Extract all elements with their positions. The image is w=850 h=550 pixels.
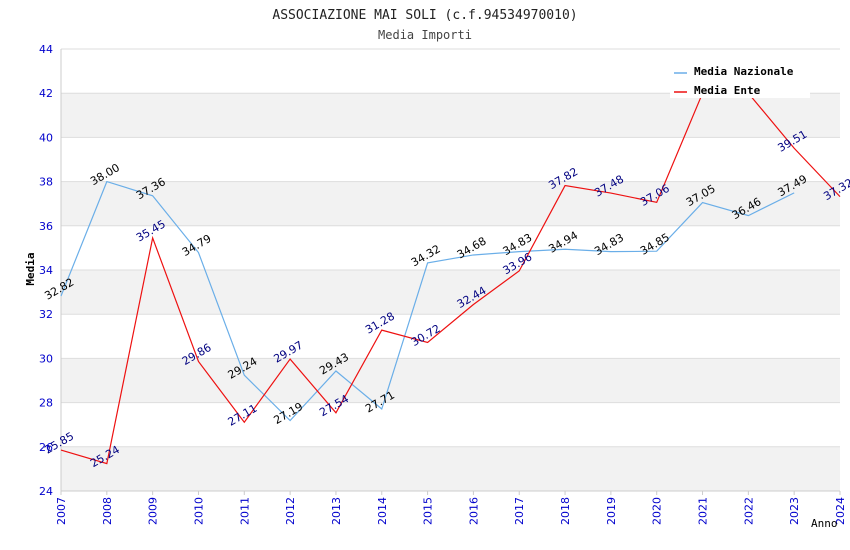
series-line-0 (60, 180, 795, 422)
plot-band (61, 93, 840, 138)
x-tick-label: 2018 (559, 497, 572, 525)
legend-box (670, 60, 810, 98)
legend: Media Nazionale Media Ente (670, 60, 810, 98)
plot-band (61, 358, 840, 403)
plot-band (61, 446, 840, 491)
chart-subtitle: Media Importi (378, 28, 472, 42)
axes (60, 49, 841, 495)
y-tick-label: 34 (39, 264, 53, 277)
x-tick-label: 2021 (697, 497, 710, 525)
x-tick-label: 2023 (788, 497, 801, 525)
x-tick-label: 2022 (742, 497, 755, 525)
x-tick-label: 2016 (467, 497, 480, 525)
x-axis-label: Anno (811, 517, 838, 530)
y-tick-label: 36 (39, 220, 53, 233)
x-tick-label: 2007 (55, 497, 68, 525)
y-tick-label: 44 (39, 43, 53, 56)
x-tick-label: 2012 (284, 497, 297, 525)
y-tick-label: 32 (39, 308, 53, 321)
x-tick-label: 2014 (376, 497, 389, 525)
legend-label-national: Media Nazionale (694, 65, 794, 78)
x-tick-label: 2009 (147, 497, 160, 525)
chart-title: ASSOCIAZIONE MAI SOLI (c.f.94534970010) (272, 8, 577, 23)
y-tick-label: 40 (39, 131, 53, 144)
x-tick-label: 2019 (605, 497, 618, 525)
x-tick-label: 2024 (834, 497, 847, 525)
plot-bands (61, 93, 840, 491)
x-tick-label: 2010 (192, 497, 205, 525)
y-tick-label: 38 (39, 176, 53, 189)
y-tick-label: 42 (39, 87, 53, 100)
plot-band (61, 181, 840, 226)
x-tick-label: 2011 (238, 497, 251, 525)
y-tick-label: 28 (39, 397, 53, 410)
x-tick-label: 2020 (651, 497, 664, 525)
x-tick-label: 2013 (330, 497, 343, 525)
x-tick-label: 2017 (513, 497, 526, 525)
y-axis-label: Media (24, 252, 37, 285)
legend-label-ente: Media Ente (694, 84, 761, 97)
plot-band (61, 270, 840, 315)
tick-labels: 24 26 28 30 32 34 36 38 40 42 44 2007 2008 2009 2010 20… (39, 43, 847, 525)
x-tick-label: 2015 (422, 497, 435, 525)
y-tick-label: 30 (39, 352, 53, 365)
x-tick-label: 2008 (101, 497, 114, 525)
y-tick-label: 24 (39, 485, 53, 498)
y-tick-label: 26 (39, 441, 53, 454)
